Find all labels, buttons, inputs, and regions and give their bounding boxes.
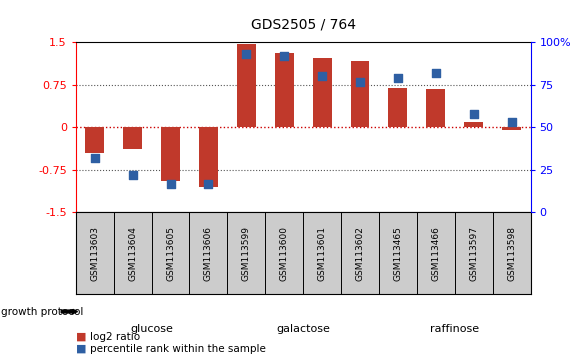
Text: GSM113600: GSM113600 (280, 225, 289, 281)
Text: GSM113598: GSM113598 (507, 225, 516, 281)
Point (431, 70, 441, 76)
Text: GSM113602: GSM113602 (356, 225, 364, 281)
Point (204, 181, 213, 186)
Point (317, 74, 326, 79)
Bar (502, 127, 521, 130)
Text: log2 ratio: log2 ratio (90, 332, 141, 342)
Bar (350, 61, 370, 127)
Text: glucose: glucose (130, 324, 173, 334)
Text: GSM113601: GSM113601 (318, 225, 326, 281)
Text: raffinose: raffinose (430, 324, 479, 334)
Point (469, 111, 478, 117)
Text: GSM113606: GSM113606 (204, 225, 213, 281)
Text: ■: ■ (76, 344, 86, 354)
Bar (123, 127, 142, 149)
Bar (275, 53, 294, 127)
Text: GSM113466: GSM113466 (431, 225, 440, 281)
Point (507, 120, 517, 125)
Text: GSM113597: GSM113597 (469, 225, 478, 281)
Bar (426, 89, 445, 127)
Bar (464, 122, 483, 127)
Bar (388, 88, 408, 127)
Bar (237, 44, 256, 127)
Text: percentile rank within the sample: percentile rank within the sample (90, 344, 266, 354)
Text: GDS2505 / 764: GDS2505 / 764 (251, 18, 356, 32)
Text: GSM113465: GSM113465 (394, 225, 402, 281)
Text: growth protocol: growth protocol (1, 307, 83, 316)
Point (279, 53, 289, 59)
Bar (199, 127, 218, 187)
Point (393, 75, 402, 81)
Text: ■: ■ (76, 332, 86, 342)
Point (128, 172, 138, 178)
Point (355, 79, 365, 84)
Bar (85, 127, 104, 153)
Bar (312, 58, 332, 127)
Text: GSM113605: GSM113605 (166, 225, 175, 281)
Text: GSM113603: GSM113603 (90, 225, 99, 281)
Point (241, 52, 251, 57)
Point (90, 155, 99, 161)
Bar (161, 127, 180, 181)
Text: galactose: galactose (276, 324, 330, 334)
Text: GSM113599: GSM113599 (242, 225, 251, 281)
Text: GSM113604: GSM113604 (128, 225, 137, 281)
Point (166, 181, 175, 186)
